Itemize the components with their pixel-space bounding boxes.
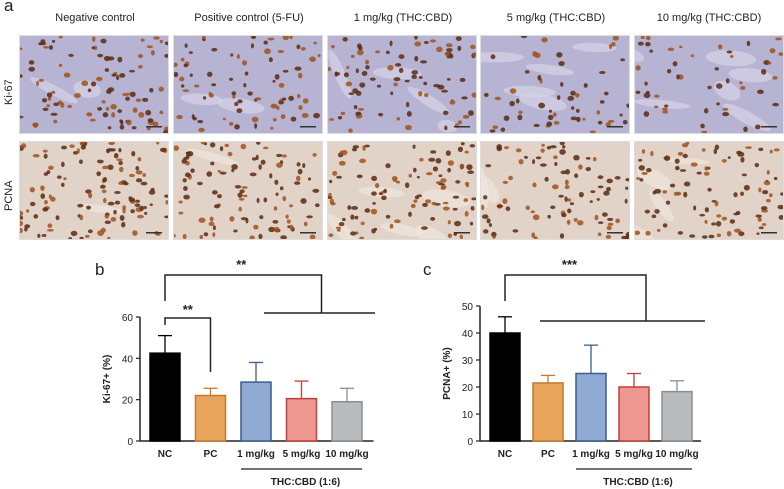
micrograph-pcna-1mg <box>327 141 477 240</box>
significance-label: ** <box>183 302 194 317</box>
row-label-pcna: PCNA <box>3 180 15 211</box>
group-label: THC:CBD (1:6) <box>603 477 672 487</box>
micrograph-texture <box>174 142 322 239</box>
y-tick-label: 60 <box>122 313 134 324</box>
bar-10-mg-kg <box>661 390 693 442</box>
micrograph-ki67-1mg <box>327 35 477 134</box>
micrograph-ki67-negative-control <box>19 35 169 134</box>
bar-1-mg-kg <box>240 381 272 442</box>
bar-10-mg-kg <box>331 400 363 442</box>
micrograph-texture <box>20 36 168 133</box>
x-tick-label: 10 mg/kg <box>325 449 368 460</box>
y-tick-label: 40 <box>462 329 474 340</box>
column-title-5mg: 5 mg/kg (THC:CBD) <box>506 12 606 24</box>
column-title-1mg: 1 mg/kg (THC:CBD) <box>353 12 453 24</box>
micrograph-pcna-5mg <box>480 141 630 240</box>
bar-1-mg-kg <box>575 372 607 442</box>
group-label: THC:CBD (1:6) <box>271 477 340 487</box>
micrograph-pcna-negative-control <box>19 141 169 240</box>
x-tick-label: 1 mg/kg <box>572 449 610 460</box>
column-title-negative-control: Negative control <box>55 12 135 24</box>
panel-label-b: b <box>95 260 104 279</box>
x-tick-label: NC <box>158 449 172 460</box>
y-tick-label: 0 <box>467 437 473 448</box>
y-tick-label: 40 <box>122 354 134 365</box>
x-tick-label: 5 mg/kg <box>615 449 653 460</box>
y-tick-label: 30 <box>462 356 474 367</box>
x-tick-label: PC <box>204 449 218 460</box>
micrograph-texture <box>481 142 629 239</box>
micrograph-texture <box>635 142 783 239</box>
y-tick-label: 20 <box>462 383 474 394</box>
significance-bracket <box>164 317 212 372</box>
micrograph-ki67-positive-control <box>173 35 323 134</box>
y-tick-label: 50 <box>462 302 474 313</box>
micrograph-pcna-positive-control <box>173 141 323 240</box>
micrograph-texture <box>328 142 476 239</box>
micrograph-texture <box>481 36 629 133</box>
y-tick-label: 0 <box>127 437 133 448</box>
micrograph-pcna-10mg <box>634 141 784 240</box>
x-tick-label: NC <box>498 449 512 460</box>
x-tick-label: 1 mg/kg <box>237 449 275 460</box>
significance-label: *** <box>562 257 578 272</box>
significance-label: ** <box>236 257 247 272</box>
bar-5-mg-kg <box>285 397 318 442</box>
x-tick-label: PC <box>541 449 555 460</box>
micrograph-ki67-5mg <box>480 35 630 134</box>
panel-label-c: c <box>423 260 432 279</box>
chart-b: b 0 20 40 60 Ki-67+ (%) NC PC 1 mg/kg 5 mg/kg 10 … <box>95 257 375 487</box>
significance-bracket <box>504 274 647 321</box>
micrograph-texture <box>328 36 476 133</box>
micrograph-texture <box>20 142 168 239</box>
row-label-ki67: Ki-67 <box>3 79 15 105</box>
x-tick-label: 5 mg/kg <box>283 449 321 460</box>
panel-label-a: a <box>4 0 14 15</box>
chart-c: c 0 10 20 30 40 50 PCNA+ (%) NC PC 1 mg/kg 5 mg/kg… <box>423 257 705 487</box>
y-axis-label: Ki-67+ (%) <box>102 355 113 404</box>
column-title-10mg: 10 mg/kg (THC:CBD) <box>656 12 762 24</box>
y-tick-label: 20 <box>122 396 134 407</box>
bar-NC <box>489 332 521 442</box>
column-title-positive-control: Positive control (5-FU) <box>194 12 304 24</box>
bar-PC <box>532 382 564 442</box>
bar-PC <box>194 394 227 442</box>
x-tick-label: 10 mg/kg <box>655 449 698 460</box>
micrograph-texture <box>174 36 322 133</box>
micrograph-ki67-10mg <box>634 35 784 134</box>
bar-5-mg-kg <box>618 386 650 442</box>
micrograph-texture <box>635 36 783 133</box>
y-axis-label: PCNA+ (%) <box>442 347 453 400</box>
bar-NC <box>149 352 181 442</box>
y-tick-label: 10 <box>462 410 474 421</box>
significance-bracket <box>164 274 323 313</box>
